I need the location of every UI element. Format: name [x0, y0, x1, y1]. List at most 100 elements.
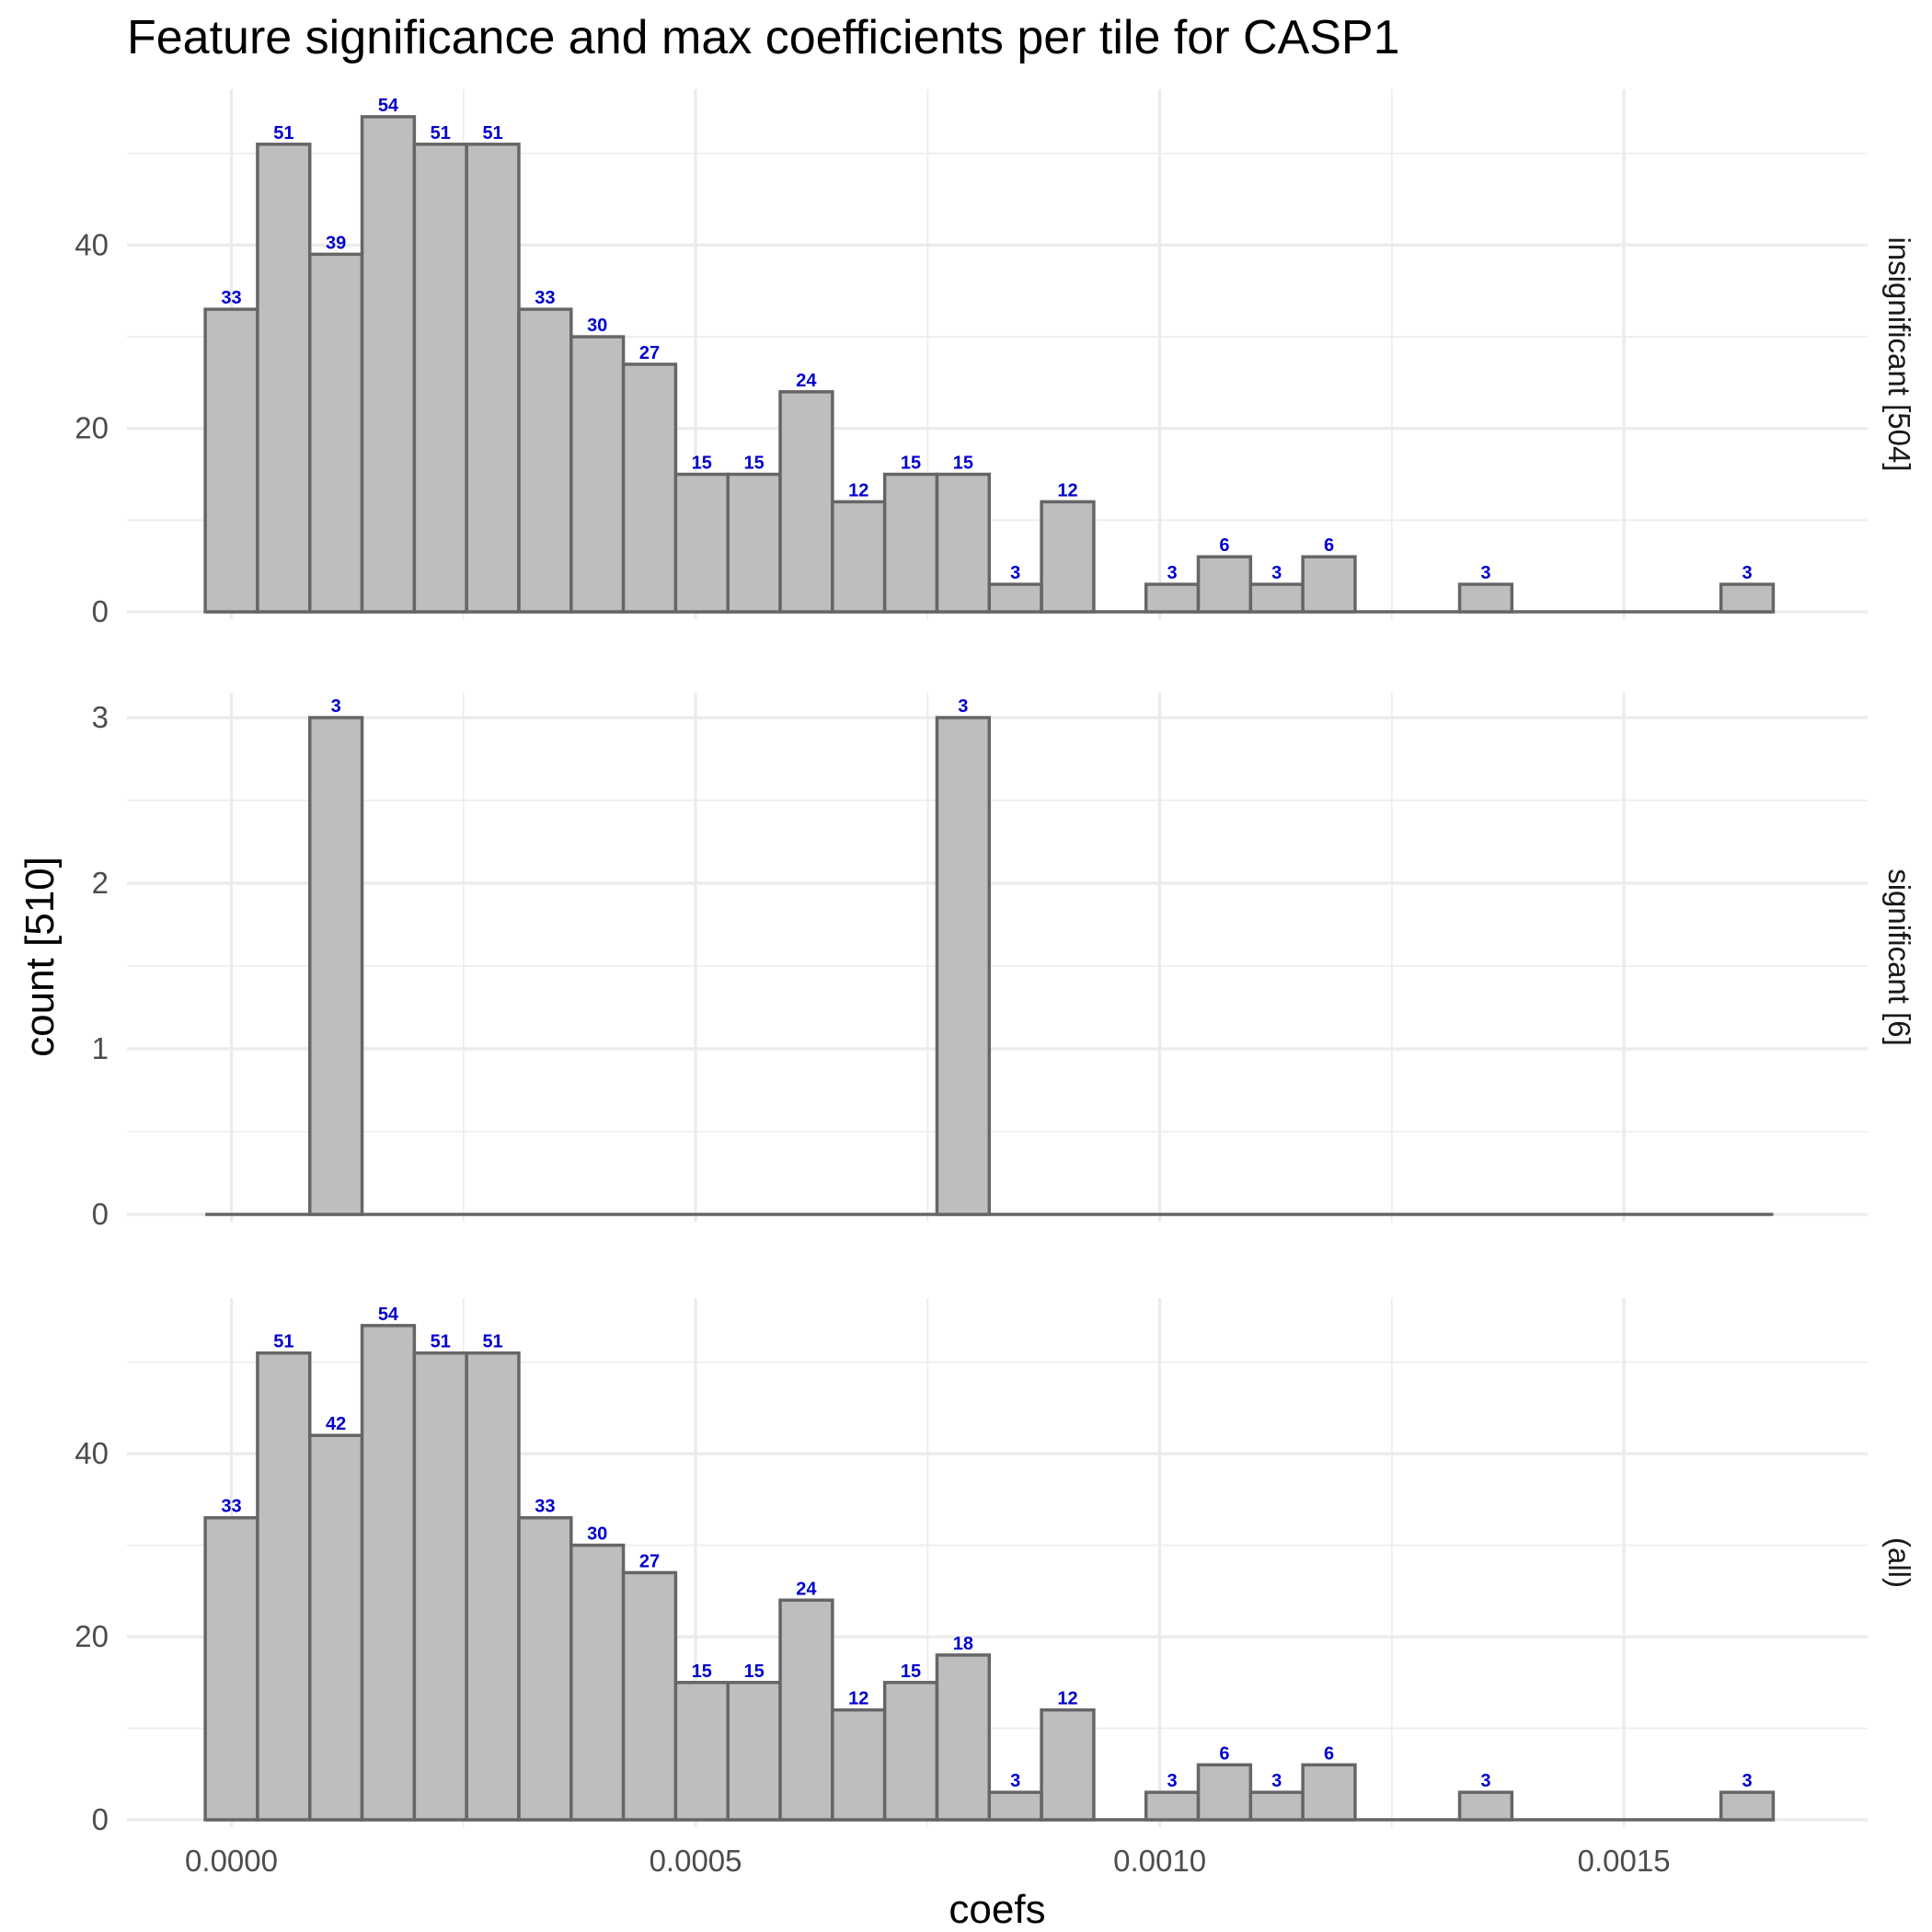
histogram-bar [256, 1351, 312, 1822]
bar-count-label: 42 [326, 1414, 346, 1434]
histogram-bar [360, 115, 417, 614]
bar-count-label: 33 [535, 1497, 555, 1517]
facet-strip-label: (all) [1882, 1537, 1916, 1588]
bar-count-label: 51 [482, 1332, 502, 1352]
histogram-bar [1196, 1763, 1253, 1822]
histogram-bar [203, 307, 259, 614]
histogram-bar [831, 500, 887, 614]
bar-count-label: 18 [953, 1634, 973, 1654]
y-tick-label: 20 [75, 411, 109, 445]
bar-count-label: 27 [639, 1551, 660, 1571]
y-tick-label: 0 [92, 594, 109, 628]
bar-count-label: 3 [1167, 1771, 1178, 1791]
bar-count-label: 51 [482, 123, 502, 144]
x-axis-title: coefs [949, 1887, 1045, 1932]
histogram-bar [935, 716, 992, 1216]
bar-count-label: 51 [273, 1332, 293, 1352]
bar-count-label: 15 [953, 454, 973, 474]
bar-count-label: 3 [1742, 1771, 1752, 1791]
bar-count-label: 15 [692, 1662, 712, 1682]
histogram-bar [307, 716, 364, 1216]
histogram-bar [307, 1433, 364, 1822]
facet-panel: 0 1 2 3 3 3 significant [6] [92, 693, 1916, 1231]
histogram-bar [1248, 1790, 1305, 1822]
histogram-bar [307, 252, 364, 614]
histogram-bar [882, 1681, 939, 1822]
bar-count-label: 51 [431, 123, 451, 144]
y-tick-label: 40 [75, 1436, 109, 1470]
bar-count-label: 30 [587, 1524, 607, 1545]
bar-count-label: 12 [848, 480, 868, 500]
bar-count-label: 33 [221, 1497, 241, 1517]
histogram-bar [569, 1543, 626, 1822]
histogram-bar [882, 472, 939, 614]
bar-count-label: 33 [535, 288, 555, 308]
histogram-bar [412, 143, 468, 614]
histogram-bar [726, 472, 782, 614]
y-axis-title: count [510] [17, 857, 63, 1057]
x-tick-label: 0.0005 [650, 1844, 742, 1878]
bar-count-label: 54 [378, 96, 399, 116]
bar-count-label: 33 [221, 288, 241, 308]
histogram-bar [1040, 1708, 1096, 1822]
y-tick-label: 20 [75, 1619, 109, 1653]
bar-count-label: 24 [796, 371, 817, 391]
bar-count-label: 3 [1010, 1771, 1020, 1791]
histogram-bar [1719, 582, 1776, 614]
bar-count-label: 6 [1324, 1743, 1334, 1764]
y-tick-label: 3 [92, 700, 109, 734]
y-tick-label: 1 [92, 1031, 109, 1065]
histogram-bar [987, 1790, 1043, 1822]
bar-count-label: 51 [431, 1332, 451, 1352]
bar-count-label: 15 [901, 1662, 921, 1682]
histogram-bar [1301, 555, 1357, 614]
histogram-bar [203, 1515, 259, 1822]
y-tick-label: 0 [92, 1197, 109, 1231]
histogram-bar [1301, 1763, 1357, 1822]
histogram-bar [1457, 1790, 1514, 1822]
bar-count-label: 3 [331, 696, 341, 717]
histogram-bar [673, 1681, 730, 1822]
histogram-bar [465, 143, 521, 614]
x-tick-label: 0.0000 [185, 1844, 278, 1878]
histogram-bar [1719, 1790, 1776, 1822]
histogram-bar [256, 143, 312, 614]
histogram-bar [778, 390, 834, 614]
bar-count-label: 3 [1271, 563, 1282, 583]
histogram-bar [831, 1708, 887, 1822]
histogram-bar [1040, 500, 1096, 614]
histogram-bar [1144, 1790, 1201, 1822]
bar-count-label: 15 [743, 1662, 764, 1682]
bar-count-label: 6 [1324, 535, 1334, 556]
bar-count-label: 12 [1057, 480, 1077, 500]
bar-count-label: 3 [1271, 1771, 1282, 1791]
bar-count-label: 15 [901, 454, 921, 474]
bar-count-label: 39 [326, 233, 346, 253]
histogram-bar [935, 472, 992, 614]
facet-strip-label: insignificant [504] [1882, 237, 1916, 472]
histogram-bar [935, 1653, 992, 1822]
bar-count-label: 6 [1219, 1743, 1229, 1764]
histogram-bar [1248, 582, 1305, 614]
histogram-bar [517, 307, 573, 614]
bar-count-label: 3 [1010, 563, 1020, 583]
histogram-bar [778, 1598, 834, 1822]
y-tick-label: 0 [92, 1802, 109, 1836]
bar-count-label: 12 [848, 1689, 868, 1709]
bar-count-label: 3 [1480, 563, 1490, 583]
histogram-bar [1144, 582, 1201, 614]
facet-strip-label: significant [6] [1882, 868, 1916, 1046]
bar-count-label: 15 [743, 454, 764, 474]
histogram-bar [1457, 582, 1514, 614]
histogram-bar [621, 1570, 678, 1822]
bar-count-label: 6 [1219, 535, 1229, 556]
histogram-bar [1196, 555, 1253, 614]
histogram-bar [465, 1351, 521, 1822]
bar-count-label: 54 [378, 1305, 399, 1325]
bar-count-label: 12 [1057, 1689, 1077, 1709]
histogram-bar [987, 582, 1043, 614]
histogram-bar [569, 335, 626, 614]
